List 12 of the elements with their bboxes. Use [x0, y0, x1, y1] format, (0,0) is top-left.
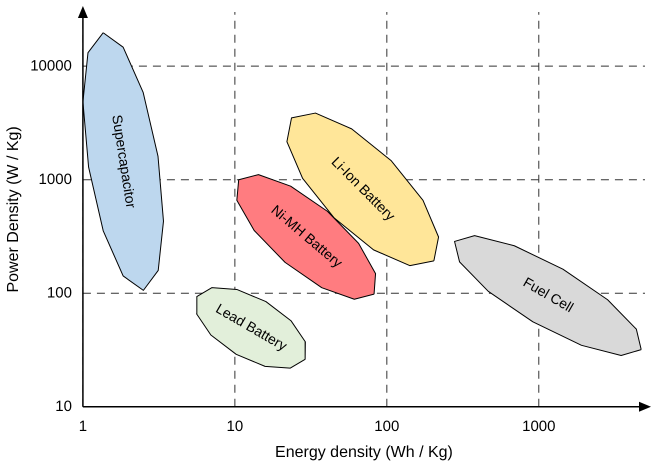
- y-axis-title: Power Density (W / Kg): [5, 126, 22, 293]
- x-tick-label: 100: [374, 418, 400, 435]
- x-axis-title: Energy density (Wh / Kg): [275, 444, 453, 461]
- y-tick-label: 10: [55, 398, 72, 415]
- x-tick-label: 10: [226, 418, 244, 435]
- series-label: Supercapacitor: [109, 114, 140, 210]
- y-tick-label: 100: [46, 284, 72, 302]
- x-tick-label: 1: [78, 418, 88, 435]
- y-tick-label: 10000: [30, 57, 72, 74]
- series-label: Fuel Cell: [520, 274, 576, 316]
- x-tick-label: 1000: [522, 418, 556, 435]
- y-tick-label: 1000: [38, 170, 72, 188]
